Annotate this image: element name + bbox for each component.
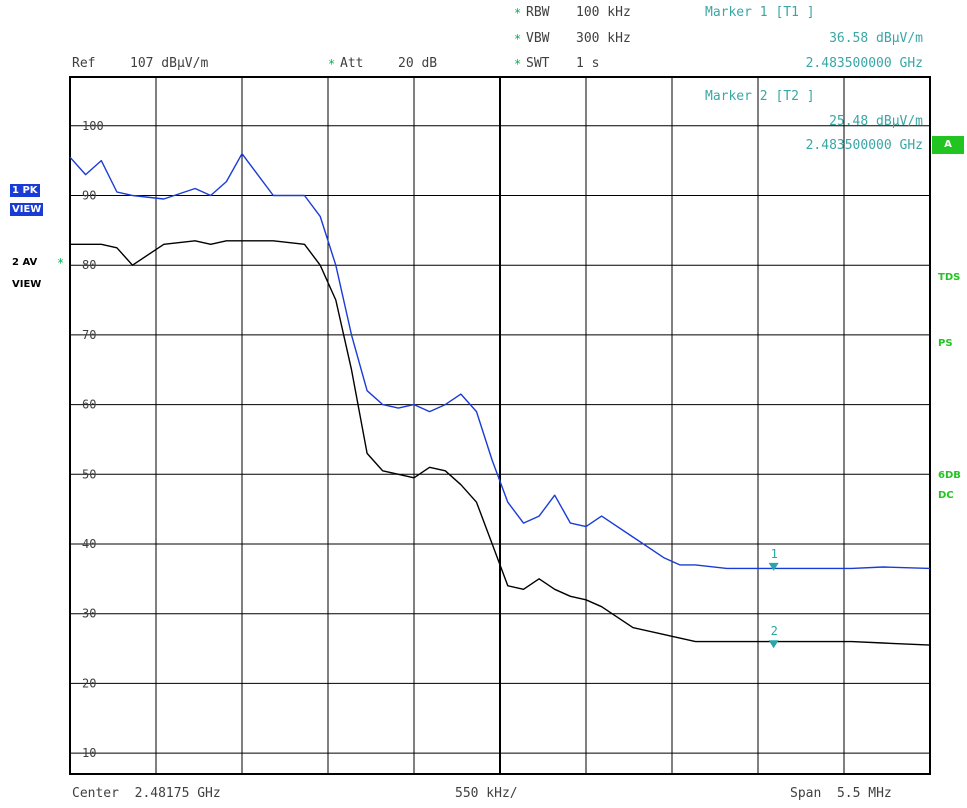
att-label: Att (340, 56, 364, 71)
y-tick-label: 20 (82, 676, 96, 690)
vbw-value: 300 kHz (576, 31, 631, 46)
traces (69, 153, 931, 646)
marker1-level: 36.58 dBµV/m (829, 31, 923, 46)
y-tick-label: 80 (82, 258, 96, 272)
y-tick-label: 10 (82, 746, 96, 760)
tds-label: TDS (938, 272, 961, 283)
ps-label: PS (938, 338, 953, 349)
swt-label: SWT (526, 56, 550, 71)
y-tick-label: 50 (82, 467, 96, 481)
center-frequency: Center 2.48175 GHz (72, 786, 221, 801)
y-tick-labels: 10 20 30 40 50 60 70 80 90 100 (82, 119, 104, 760)
y-tick-label: 70 (82, 328, 96, 342)
markers-layer: 12 (768, 547, 779, 649)
rbw-star: * (514, 6, 522, 20)
marker-1-symbol (768, 562, 779, 571)
y-tick-label: 30 (82, 607, 96, 621)
marker1-freq: 2.483500000 GHz (805, 56, 923, 71)
vbw-star: * (514, 32, 522, 46)
marker-2-label: 2 (771, 624, 778, 638)
marker1-title: Marker 1 [T1 ] (705, 5, 815, 20)
grid (70, 77, 930, 774)
marker-2-symbol (768, 640, 779, 649)
att-star: * (328, 57, 336, 71)
vbw-label: VBW (526, 31, 550, 46)
att-value: 20 dB (398, 56, 438, 71)
marker2-level: 25.48 dBµV/m (829, 114, 923, 129)
marker2-freq: 2.483500000 GHz (805, 138, 923, 153)
dc-label: DC (938, 490, 954, 501)
span-value: Span 5.5 MHz (790, 786, 892, 801)
ref-value: 107 dBµV/m (130, 56, 209, 71)
trace-pk (69, 153, 931, 570)
ref-label: Ref (72, 56, 96, 71)
y-tick-label: 90 (82, 188, 96, 202)
6db-label: 6DB (938, 470, 961, 481)
swt-star: * (514, 57, 522, 71)
marker2-title: Marker 2 [T2 ] (705, 89, 815, 104)
trace2-tag: 2 AV (12, 257, 38, 268)
marker-1-label: 1 (771, 547, 778, 561)
rbw-label: RBW (526, 5, 550, 20)
trace1-tag: 1 PK (10, 184, 40, 197)
a-status-box: A (932, 136, 964, 154)
trace1-view: VIEW (10, 203, 44, 216)
trace2-view: VIEW (12, 279, 42, 290)
y-tick-label: 40 (82, 537, 96, 551)
rbw-value: 100 kHz (576, 5, 631, 20)
trace2-star: * (57, 256, 65, 270)
y-tick-label: 100 (82, 119, 104, 133)
trace-av (70, 240, 931, 646)
y-tick-label: 60 (82, 398, 96, 412)
division-scale: 550 kHz/ (455, 786, 518, 801)
swt-value: 1 s (576, 56, 600, 71)
